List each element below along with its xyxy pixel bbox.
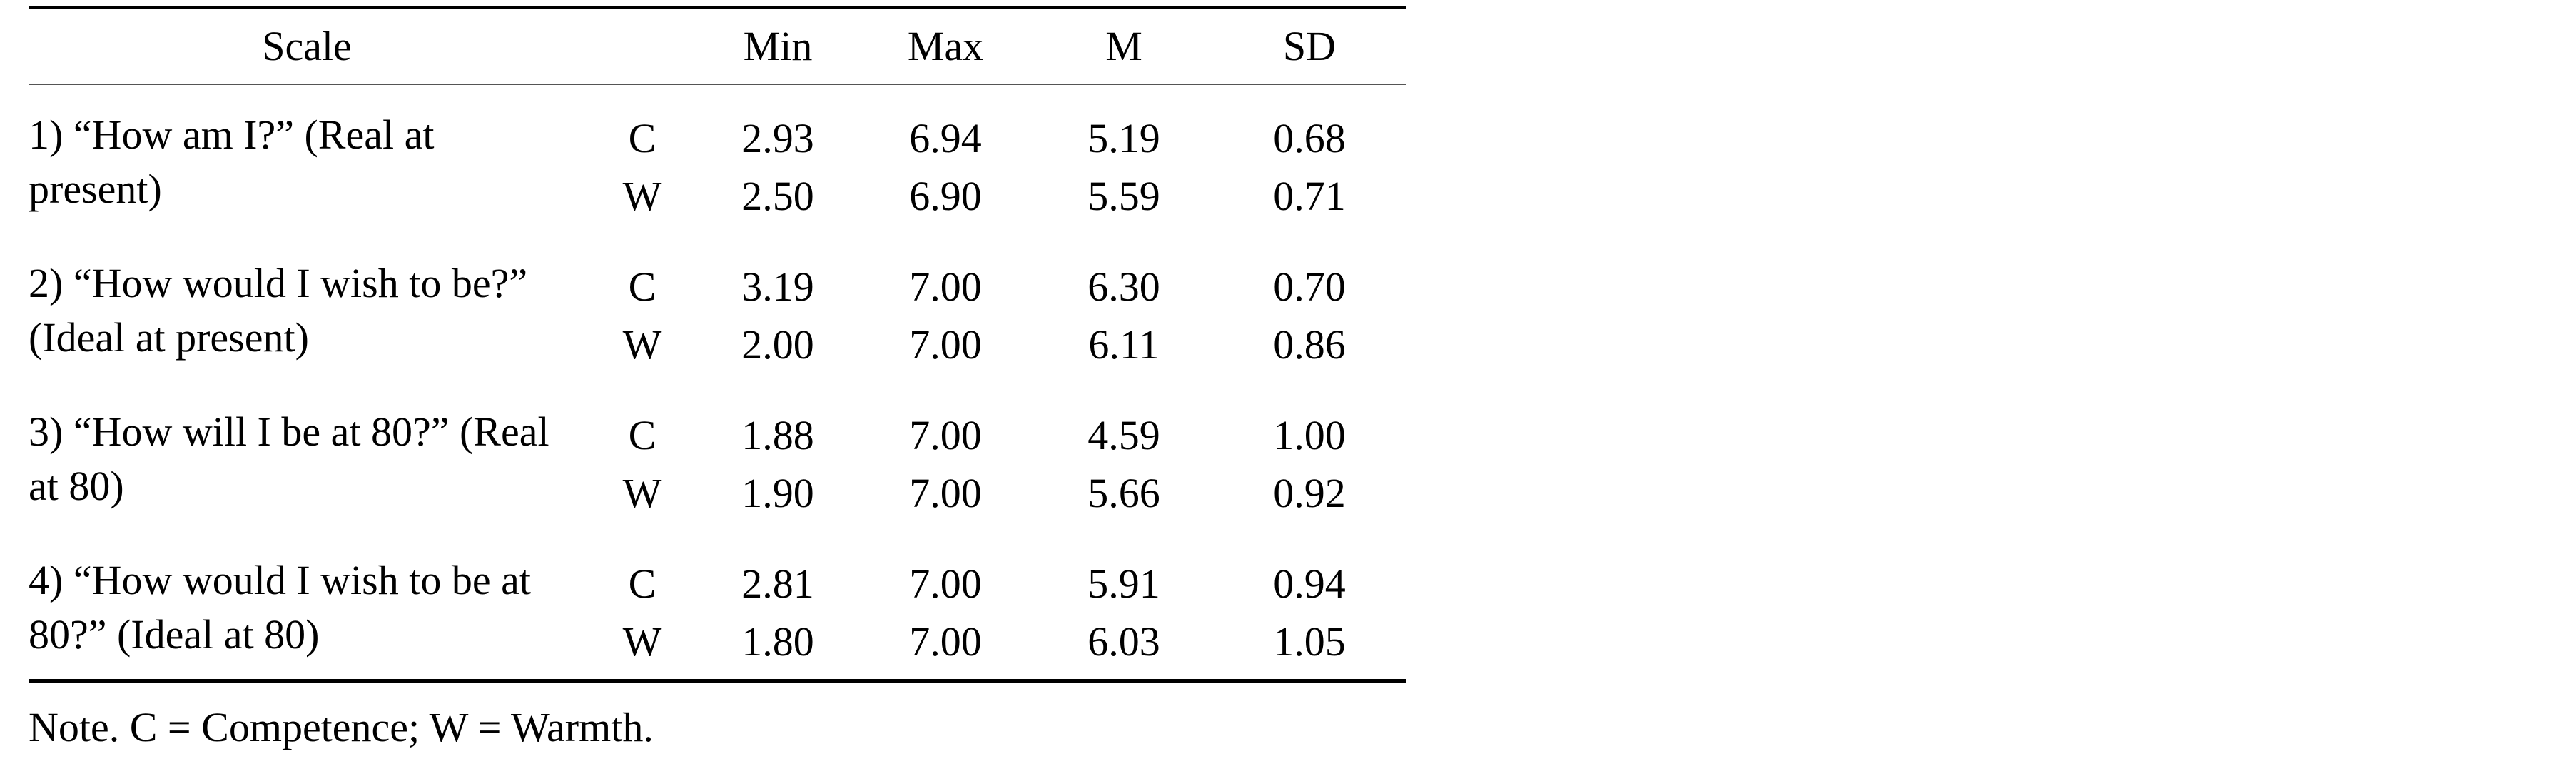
max-cell: 7.00: [909, 618, 982, 665]
min-cell: 1.80: [741, 618, 814, 665]
max-cell: 6.90: [909, 173, 982, 219]
table-row: 3) “How will I be at 80?” (Real at 80) C…: [29, 382, 1406, 509]
table-row: W 1.80 7.00 6.03 1.05: [29, 605, 1406, 681]
scale-label: 3) “How will I be at 80?” (Real at 80): [29, 408, 549, 509]
table-row: W 1.90 7.00 5.66 0.92: [29, 456, 1406, 531]
header-sd: SD: [1282, 23, 1337, 69]
descriptive-statistics-table: Scale Min Max M SD 1) “How am I?” (Real …: [29, 6, 1406, 683]
sd-cell: 0.92: [1273, 470, 1346, 516]
min-cell: 2.93: [741, 115, 814, 161]
scale-label: 4) “How would I wish to be at 80?” (Idea…: [29, 557, 531, 658]
table-row: W 2.00 7.00 6.11 0.86: [29, 308, 1406, 382]
sd-cell: 1.05: [1273, 618, 1346, 665]
scale-label: 1) “How am I?” (Real at present): [29, 111, 435, 212]
header-max: Max: [907, 23, 984, 69]
min-cell: 2.81: [741, 561, 814, 607]
table-row: 4) “How would I wish to be at 80?” (Idea…: [29, 531, 1406, 658]
sd-cell: 0.94: [1273, 561, 1346, 607]
header-scale: Scale: [262, 23, 352, 69]
m-cell: 5.91: [1087, 561, 1160, 607]
type-cell: W: [622, 321, 662, 368]
max-cell: 7.00: [909, 561, 982, 607]
descriptive-statistics-table-container: Scale Min Max M SD 1) “How am I?” (Real …: [29, 6, 1406, 683]
table-header-row: Scale Min Max M SD: [29, 7, 1406, 85]
min-cell: 2.00: [741, 321, 814, 368]
sd-cell: 1.00: [1273, 412, 1346, 458]
table-row: 2) “How would I wish to be?” (Ideal at p…: [29, 233, 1406, 361]
m-cell: 5.19: [1087, 115, 1160, 161]
header-min: Min: [743, 23, 813, 69]
type-cell: C: [628, 263, 656, 310]
header-type: [585, 8, 699, 85]
m-cell: 6.03: [1087, 618, 1160, 665]
type-cell: W: [622, 173, 662, 219]
type-cell: W: [622, 618, 662, 665]
max-cell: 7.00: [909, 412, 982, 458]
scale-label: 2) “How would I wish to be?” (Ideal at p…: [29, 260, 528, 361]
sd-cell: 0.71: [1273, 173, 1346, 219]
type-cell: C: [628, 561, 656, 607]
m-cell: 5.59: [1087, 173, 1160, 219]
m-cell: 5.66: [1087, 470, 1160, 516]
min-cell: 2.50: [741, 173, 814, 219]
table-row: W 2.50 6.90 5.59 0.71: [29, 159, 1406, 233]
type-cell: C: [628, 115, 656, 161]
type-cell: W: [622, 470, 662, 516]
max-cell: 7.00: [909, 263, 982, 310]
header-m: M: [1105, 23, 1142, 69]
type-cell: C: [628, 412, 656, 458]
sd-cell: 0.68: [1273, 115, 1346, 161]
table-note: Note. C = Competence; W = Warmth.: [29, 704, 654, 750]
m-cell: 6.30: [1087, 263, 1160, 310]
min-cell: 3.19: [741, 263, 814, 310]
m-cell: 6.11: [1088, 321, 1160, 368]
m-cell: 4.59: [1087, 412, 1160, 458]
sd-cell: 0.70: [1273, 263, 1346, 310]
max-cell: 7.00: [909, 321, 982, 368]
min-cell: 1.88: [741, 412, 814, 458]
min-cell: 1.90: [741, 470, 814, 516]
table-row: 1) “How am I?” (Real at present) C 2.93 …: [29, 84, 1406, 212]
max-cell: 6.94: [909, 115, 982, 161]
max-cell: 7.00: [909, 470, 982, 516]
sd-cell: 0.86: [1273, 321, 1346, 368]
